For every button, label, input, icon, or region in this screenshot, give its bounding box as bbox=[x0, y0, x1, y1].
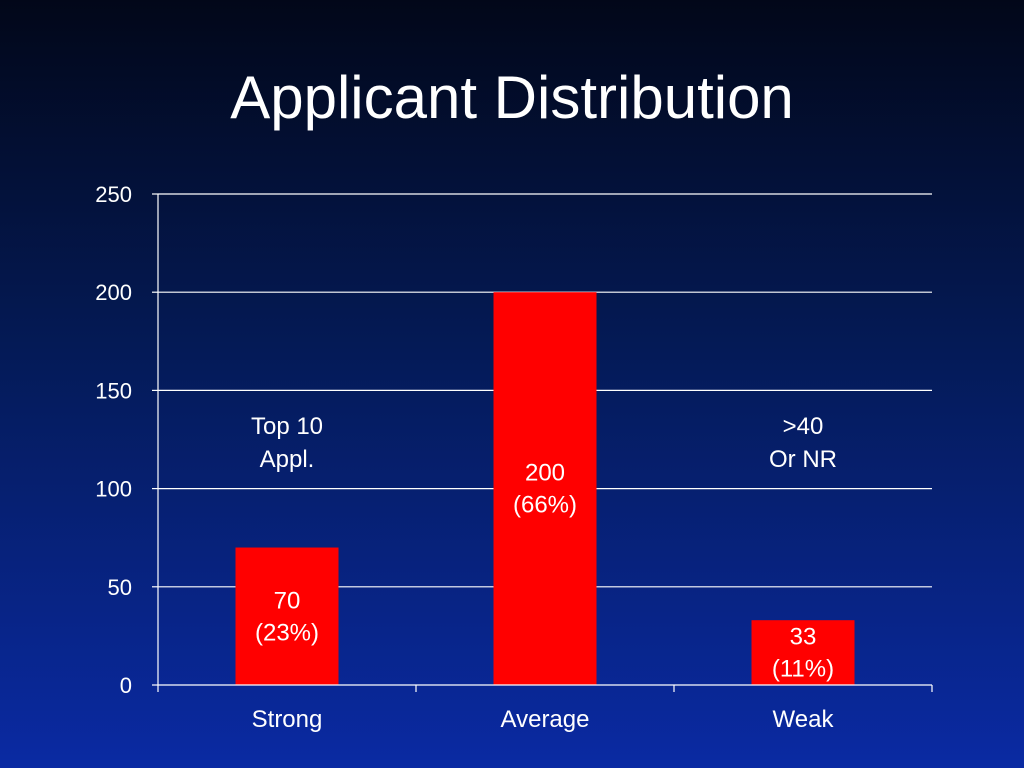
y-tick-label: 50 bbox=[108, 575, 132, 600]
data-label: 33 bbox=[790, 624, 817, 651]
bar-weak bbox=[751, 620, 855, 685]
labels: 70 (23%) 200 (66%) 33 (11%) Top 10 Appl. >40 Or N… bbox=[251, 413, 837, 683]
x-tick-label: Strong bbox=[252, 706, 323, 733]
data-label: (66%) bbox=[513, 492, 577, 519]
data-label: 200 bbox=[525, 460, 565, 487]
data-label: (11%) bbox=[772, 656, 834, 683]
bar-strong bbox=[235, 547, 339, 685]
axes: 0 50 100 150 200 250 Strong Average Weak bbox=[95, 182, 933, 733]
y-tick-label: 100 bbox=[95, 477, 132, 502]
annotation-text: Top 10 bbox=[251, 413, 323, 440]
data-label: (23%) bbox=[255, 619, 319, 646]
x-tick-label: Weak bbox=[773, 706, 835, 733]
y-tick-label: 250 bbox=[95, 182, 132, 207]
bar-average bbox=[493, 292, 597, 685]
chart-title: Applicant Distribution bbox=[230, 64, 794, 131]
bars bbox=[235, 292, 855, 685]
data-label: 70 bbox=[274, 587, 301, 614]
y-tick-label: 150 bbox=[95, 378, 132, 403]
y-tick-label: 200 bbox=[95, 280, 132, 305]
annotation-text: Or NR bbox=[769, 446, 837, 473]
annotation-text: Appl. bbox=[260, 446, 315, 473]
annotation-text: >40 bbox=[783, 413, 824, 440]
x-tick-label: Average bbox=[501, 706, 590, 733]
y-tick-label: 0 bbox=[120, 673, 132, 698]
